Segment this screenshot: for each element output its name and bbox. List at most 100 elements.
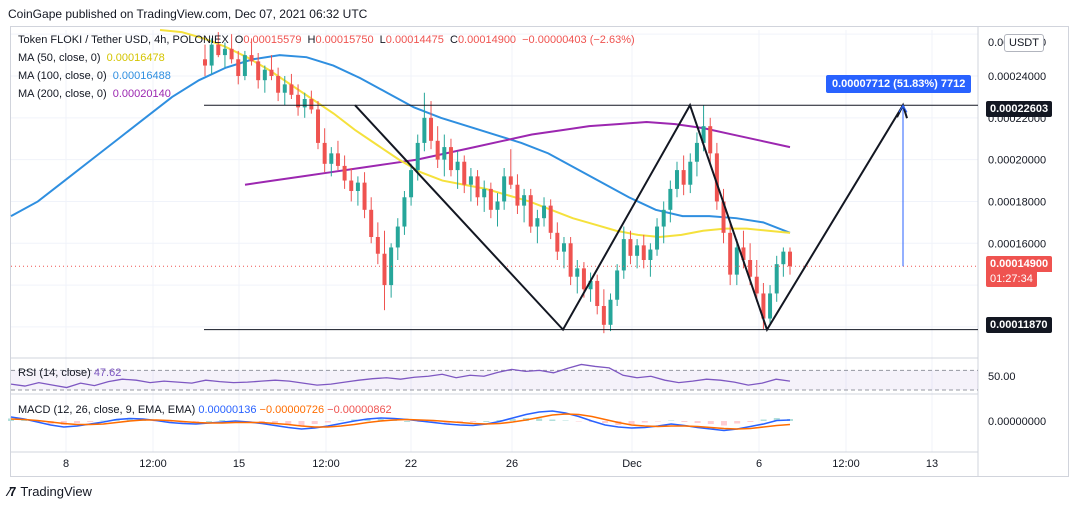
macd-label: MACD (12, 26, close, 9, EMA, EMA) <box>18 404 196 416</box>
time-label: 12:00 <box>139 458 167 470</box>
candle-body <box>615 270 620 300</box>
legend-ma200-label: MA (200, close, 0) <box>18 88 107 100</box>
candle-body <box>741 247 746 260</box>
projection-arrowhead <box>898 104 908 113</box>
macd-hist-bar <box>707 421 714 424</box>
candle-body <box>561 243 566 252</box>
currency-button[interactable]: USDT <box>1004 34 1044 52</box>
time-label: Dec <box>622 458 642 470</box>
candle-body <box>681 170 686 185</box>
price-label: 0.00020000 <box>988 155 1046 167</box>
ma100-line <box>10 54 791 234</box>
candle-body <box>655 226 660 250</box>
candle-body <box>289 84 294 95</box>
macd-hist-bar <box>549 419 556 421</box>
candle-body <box>296 94 301 108</box>
macd-hist-bar <box>734 421 741 424</box>
macd-level-label: 0.00000000 <box>988 416 1046 428</box>
candle-body <box>728 232 733 275</box>
time-label: 8 <box>63 458 69 470</box>
candle-body <box>462 161 467 185</box>
chart-frame <box>10 26 1069 477</box>
candle-body <box>282 84 287 93</box>
macd-hist-bar <box>536 418 543 421</box>
legend-symbol: Token FLOKI / Tether USD, 4h, POLONIEX <box>18 34 229 46</box>
candle-body <box>236 59 241 76</box>
candle-body <box>734 247 739 275</box>
macd-hist-bar <box>760 419 767 421</box>
publisher-text: CoinGape published on TradingView.com, D… <box>8 7 368 21</box>
legend-ma100-value: 0.00016488 <box>112 70 171 82</box>
candle-body <box>322 142 327 164</box>
candle-body <box>242 55 247 76</box>
candle-body <box>415 142 420 171</box>
candle-body <box>754 276 759 294</box>
candle-body <box>316 109 321 143</box>
macd-hist-bar <box>311 421 318 424</box>
macd-hist-bar <box>509 419 516 421</box>
legend-ma100-label: MA (100, close, 0) <box>18 70 107 82</box>
candle-body <box>502 176 507 202</box>
macd-legend: MACD (12, 26, close, 9, EMA, EMA) 0.0000… <box>18 404 392 416</box>
macd-hist-bar <box>747 421 754 422</box>
legend-symbol-line: Token FLOKI / Tether USD, 4h, POLONIEX O… <box>18 34 638 46</box>
rsi-level-label: 50.00 <box>988 371 1016 383</box>
macd-hist-bar <box>285 421 292 425</box>
candle-body <box>256 61 261 81</box>
macd-hist-bar <box>720 421 727 426</box>
candle-body <box>515 184 520 206</box>
macd-hist-bar <box>602 421 609 423</box>
candle-body <box>555 232 560 252</box>
candle-body <box>641 245 646 260</box>
ma50-line <box>159 29 791 239</box>
candle-body <box>635 245 640 256</box>
candle-body <box>409 170 414 198</box>
candle-body <box>448 147 453 171</box>
pattern-drawing <box>204 102 978 332</box>
macd-hist-bar <box>668 420 675 421</box>
candle-body <box>355 182 360 191</box>
candle-body <box>788 251 792 267</box>
ma200-line <box>244 120 791 186</box>
candle-body <box>661 209 666 227</box>
candle-body <box>774 264 779 294</box>
price-label: 0.00018000 <box>988 196 1046 208</box>
macd-hist-bar <box>562 420 569 421</box>
candle-body <box>382 253 387 286</box>
candle-body <box>362 182 367 210</box>
macd-hist-bar <box>324 421 331 423</box>
candle-body <box>621 239 626 271</box>
legend-ma200: MA (200, close, 0) 0.00020140 <box>18 88 174 100</box>
candle-body <box>402 197 407 227</box>
price-label: 0.00016000 <box>988 238 1046 250</box>
support-price-tag: 0.00011870 <box>986 317 1052 333</box>
macd-hist-bar <box>575 421 582 422</box>
candle-body <box>229 48 234 60</box>
candle-body <box>581 268 586 290</box>
macd-pane <box>8 410 793 432</box>
footer-brand[interactable]: ⁄7 TradingView <box>8 484 92 499</box>
candle-body <box>475 176 480 198</box>
price-label: 0.00024000 <box>988 71 1046 83</box>
candle-body <box>601 306 606 325</box>
legend-ma50-value: 0.00016478 <box>106 52 165 64</box>
macd-hist-bar <box>192 421 199 422</box>
macd-hist-bar <box>377 419 384 421</box>
candle-body <box>488 188 493 210</box>
macd-hist-bar <box>338 420 345 421</box>
legend-ma200-value: 0.00020140 <box>112 88 171 100</box>
tradingview-logo-icon: ⁄7 <box>8 484 16 499</box>
macd-hist-bar <box>694 421 701 423</box>
candle-body <box>495 201 500 210</box>
candle-body <box>608 299 613 325</box>
candle-body <box>369 209 374 237</box>
candle-body <box>508 176 513 185</box>
footer-brand-text: TradingView <box>20 484 92 499</box>
candle-body <box>542 205 547 219</box>
candle-body <box>262 69 267 81</box>
legend-close-label: C <box>449 34 458 46</box>
candle-body <box>222 48 227 56</box>
countdown-tag: 01:27:34 <box>986 271 1037 287</box>
candle-body <box>648 249 653 260</box>
